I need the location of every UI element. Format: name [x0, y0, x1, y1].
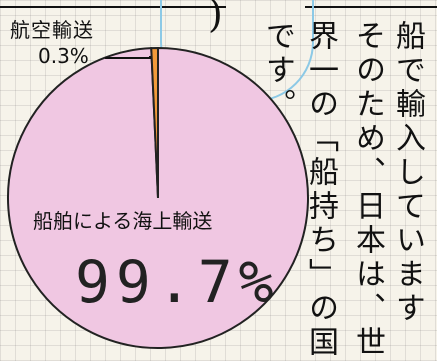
- top-line-left: [0, 6, 226, 8]
- text-column-1: 船で輸入しています: [390, 20, 425, 326]
- text-column-2: そのため、日本は、世: [350, 20, 385, 360]
- text-column-3: 界一の「船持ち」の国: [303, 20, 338, 360]
- text-column-4: です。: [260, 20, 295, 122]
- air-leader-line: [105, 56, 151, 59]
- sea-transport-label: 船舶による海上輸送: [33, 209, 213, 233]
- pie-slice-air: [150, 46, 159, 199]
- air-transport-label: 航空輸送: [10, 18, 94, 42]
- closing-parenthesis: ): [208, 0, 223, 36]
- air-transport-percent: 0.3%: [38, 44, 89, 68]
- sea-transport-percent: 99.7%: [75, 248, 280, 316]
- top-line-right: [305, 6, 437, 8]
